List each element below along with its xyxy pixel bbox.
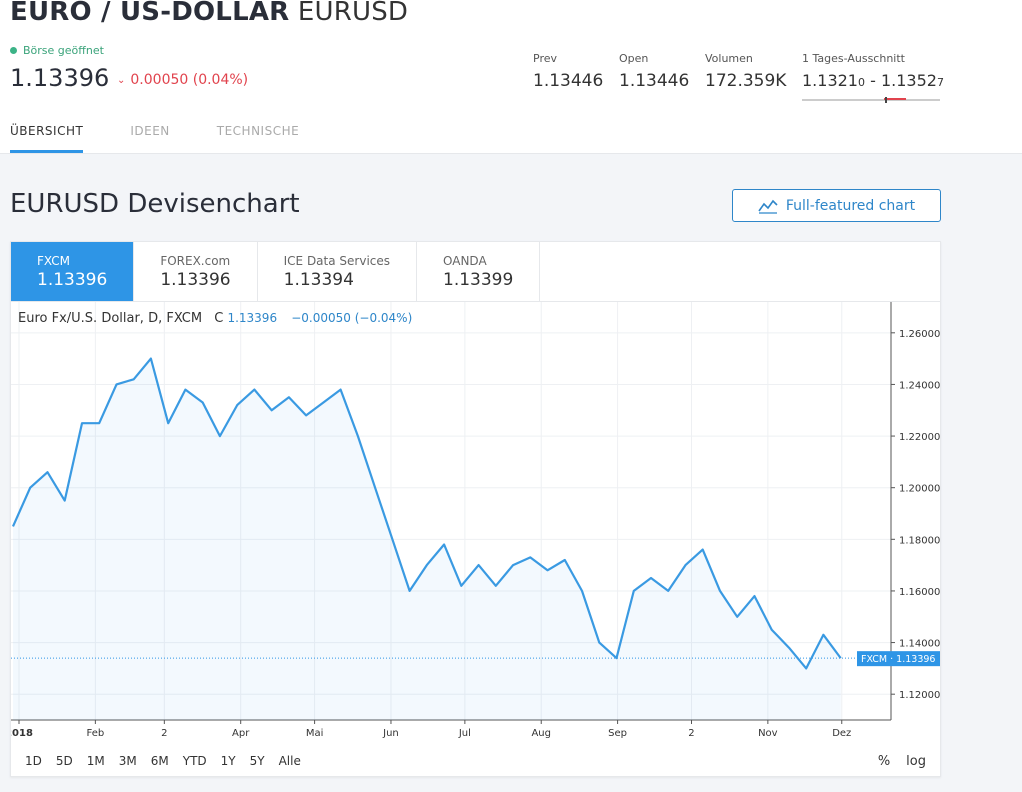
range-button-3m[interactable]: 3M (118, 754, 137, 768)
day-range-bar (802, 97, 940, 103)
x-tick-label: 2018 (11, 728, 33, 739)
x-tick-label: Jun (382, 728, 399, 739)
day-range-value: 1.13210 - 1.13527 (802, 71, 944, 90)
stat-open: Open 1.13446 (619, 52, 689, 91)
range-button-all[interactable]: Alle (278, 754, 301, 768)
legend-change: −0.00050 (−0.04%) (291, 311, 413, 325)
source-name: ICE Data Services (283, 254, 391, 268)
stat-label: Open (619, 52, 649, 65)
symbol-header: EURO / US-DOLLAR EURUSD Börse geöffnet 1… (0, 0, 1022, 154)
x-tick-label: Jul (458, 728, 471, 739)
range-buttons: 1D 5D 1M 3M 6M YTD 1Y 5Y Alle (25, 754, 315, 768)
x-tick-label: Sep (608, 728, 627, 739)
source-name: OANDA (443, 254, 487, 268)
range-button-1y[interactable]: 1Y (220, 754, 236, 768)
y-tick-label: 1.14000 (899, 639, 940, 650)
y-tick-label: 1.24000 (899, 380, 940, 391)
y-tick-label: 1.20000 (899, 484, 940, 495)
legend-close-value: 1.13396 (227, 311, 278, 325)
stat-volume: Volumen 172.359K (705, 52, 786, 91)
section-title: EURUSD Devisenchart (10, 189, 300, 219)
range-button-6m[interactable]: 6M (150, 754, 169, 768)
legend-title: Euro Fx/U.S. Dollar, D, FXCM (18, 311, 203, 326)
range-high: 1.1352 (880, 71, 937, 90)
stat-value: 1.13446 (619, 71, 690, 91)
tab-technicals[interactable]: TECHNISCHE (216, 124, 300, 138)
percent-scale-button[interactable]: % (877, 754, 891, 769)
stat-prev: Prev 1.13446 (533, 52, 603, 91)
day-range-tick (885, 97, 887, 103)
x-tick-label: Dez (832, 728, 851, 739)
last-price: 1.13396 (10, 64, 110, 92)
current-price-label: FXCM · 1.13396 (861, 654, 935, 665)
source-tab-fxcm[interactable]: FXCM 1.13396 (11, 242, 135, 301)
series-area (13, 358, 841, 720)
range-high-small: 7 (936, 76, 944, 89)
x-tick-label: Mai (306, 728, 324, 739)
page-title: EURO / US-DOLLAR EURUSD (10, 0, 408, 27)
range-low-small: 0 (857, 76, 865, 89)
tab-overview[interactable]: ÜBERSICHT (10, 124, 84, 153)
x-tick-label: Apr (232, 728, 250, 739)
stat-label: Volumen (705, 52, 753, 65)
range-button-1m[interactable]: 1M (86, 754, 105, 768)
full-featured-chart-label: Full-featured chart (785, 197, 916, 214)
x-tick-label: Feb (87, 728, 105, 739)
source-value: 1.13394 (283, 270, 354, 290)
page-tabs: ÜBERSICHT IDEEN TECHNISCHE (10, 124, 346, 153)
price-change: ⌄ 0.00050 (0.04%) (117, 72, 248, 88)
chevron-down-icon: ⌄ (117, 74, 126, 86)
source-value: 1.13396 (37, 270, 108, 290)
price-change-value: 0.00050 (0.04%) (130, 72, 249, 88)
range-button-5y[interactable]: 5Y (249, 754, 265, 768)
market-status: Börse geöffnet (10, 44, 104, 57)
source-name: FXCM (37, 254, 70, 268)
x-tick-label: 2 (161, 728, 167, 739)
full-featured-chart-button[interactable]: Full-featured chart (732, 189, 941, 222)
price-chart-svg[interactable]: 1.26000 1.24000 1.22000 1.20000 1.18000 1.160… (5, 302, 941, 777)
y-tick-label: 1.22000 (899, 432, 940, 443)
y-tick-label: 1.12000 (899, 690, 940, 701)
tab-ideas[interactable]: IDEEN (130, 124, 170, 138)
chart-icon (758, 199, 778, 214)
status-dot-icon (10, 47, 17, 54)
x-tick-label: Aug (531, 728, 551, 739)
source-tabs: FXCM 1.13396 FOREX.com 1.13396 ICE Data … (11, 242, 940, 302)
instrument-name: EURO / US-DOLLAR (10, 0, 290, 27)
x-tick-label: Nov (758, 728, 778, 739)
range-button-1d[interactable]: 1D (25, 754, 42, 768)
legend-close-label: C (214, 311, 224, 326)
chart-card: FXCM 1.13396 FOREX.com 1.13396 ICE Data … (5, 241, 941, 777)
y-tick-label: 1.18000 (899, 535, 940, 546)
range-button-5d[interactable]: 5D (55, 754, 73, 768)
stat-label: Prev (533, 52, 557, 65)
series-line (11, 357, 842, 670)
source-value: 1.13399 (443, 270, 514, 290)
y-tick-label: 1.16000 (899, 587, 940, 598)
stat-label: 1 Tages-Ausschnitt (802, 52, 905, 65)
price-chart[interactable]: 1.26000 1.24000 1.22000 1.20000 1.18000 1.160… (5, 302, 941, 777)
instrument-symbol: EURUSD (297, 0, 409, 27)
log-scale-button[interactable]: log (906, 754, 926, 769)
source-name: FOREX.com (160, 254, 231, 268)
chart-legend: Euro Fx/U.S. Dollar, D, FXCM C 1.13396 −… (18, 311, 412, 326)
source-tab-forex[interactable]: FOREX.com 1.13396 (134, 242, 258, 301)
day-range-marker (884, 98, 906, 100)
scale-buttons: % log (862, 754, 926, 769)
range-low: 1.1321 (802, 71, 858, 90)
stat-day-range: 1 Tages-Ausschnitt 1.13210 - 1.13527 (802, 52, 944, 103)
stat-value: 1.13446 (533, 71, 604, 91)
range-separator: - (870, 71, 876, 90)
range-button-ytd[interactable]: YTD (182, 754, 207, 768)
source-value: 1.13396 (160, 270, 231, 290)
source-tab-oanda[interactable]: OANDA 1.13399 (417, 242, 541, 301)
current-price-badge (857, 651, 941, 667)
y-tick-label: 1.26000 (899, 329, 940, 340)
stat-value: 172.359K (705, 71, 787, 91)
source-tab-ice[interactable]: ICE Data Services 1.13394 (258, 242, 418, 301)
market-status-label: Börse geöffnet (23, 44, 104, 57)
x-tick-label: 2 (688, 728, 694, 739)
